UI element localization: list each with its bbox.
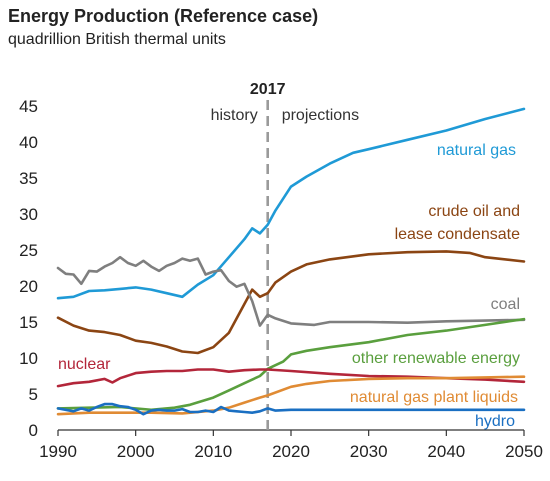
y-tick-label: 25 xyxy=(19,241,38,260)
projections-label: projections xyxy=(282,107,359,124)
y-tick-label: 40 xyxy=(19,133,38,152)
x-tick-label: 2040 xyxy=(427,442,465,461)
series-label-6: hydro xyxy=(475,413,515,430)
series-line-0 xyxy=(56,107,526,300)
x-tick-label: 2050 xyxy=(505,442,543,461)
history-label: history xyxy=(211,107,258,124)
series-line-4 xyxy=(56,368,526,388)
series-line-6 xyxy=(56,402,526,416)
series-line-1 xyxy=(56,250,526,355)
series-line-2 xyxy=(56,255,526,327)
x-tick-label: 2010 xyxy=(194,442,232,461)
y-tick-label: 5 xyxy=(29,385,38,404)
y-tick-label: 15 xyxy=(19,313,38,332)
x-tick-label: 2020 xyxy=(272,442,310,461)
y-tick-label: 10 xyxy=(19,349,38,368)
series-label-1: lease condensate xyxy=(395,226,521,243)
series-label-0: natural gas xyxy=(437,142,516,159)
series-label-1: crude oil and xyxy=(428,203,520,220)
series-label-4: nuclear xyxy=(58,356,111,373)
x-tick-label: 2030 xyxy=(350,442,388,461)
divider-year-label: 2017 xyxy=(250,81,286,98)
series-label-5: natural gas plant liquids xyxy=(350,389,518,406)
x-tick-label: 1990 xyxy=(39,442,77,461)
y-tick-label: 35 xyxy=(19,169,38,188)
y-tick-label: 45 xyxy=(19,97,38,116)
y-tick-label: 0 xyxy=(29,421,38,440)
chart-subtitle: quadrillion British thermal units xyxy=(8,31,226,48)
series-label-2: coal xyxy=(491,296,520,313)
y-tick-label: 20 xyxy=(19,277,38,296)
series-label-3: other renewable energy xyxy=(352,350,520,367)
x-tick-label: 2000 xyxy=(117,442,155,461)
y-tick-label: 30 xyxy=(19,205,38,224)
chart-title: Energy Production (Reference case) xyxy=(8,6,319,26)
